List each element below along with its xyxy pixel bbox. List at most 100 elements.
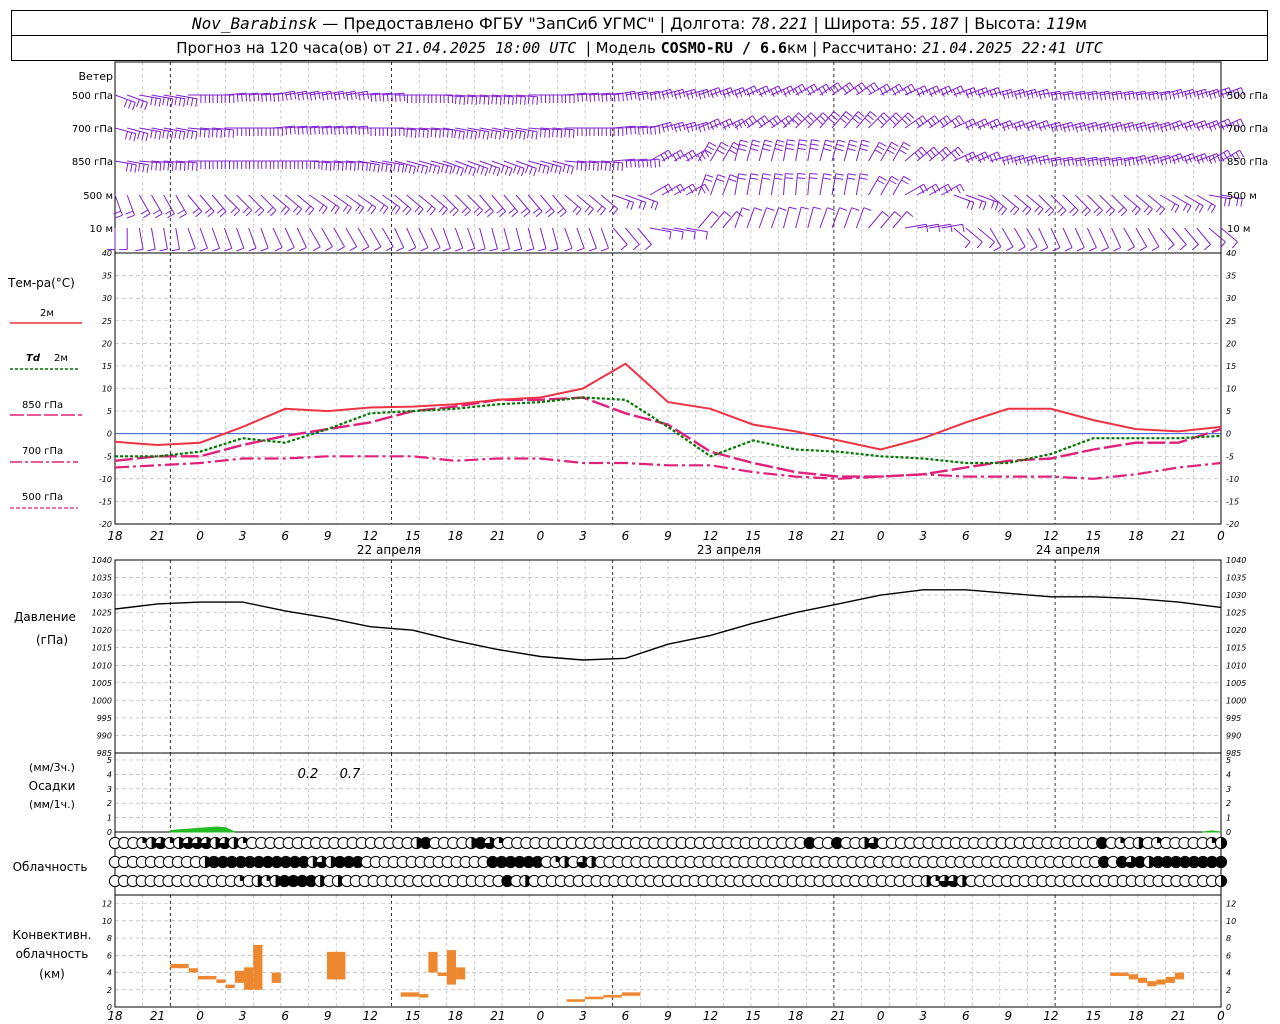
wind-barb-feather [393, 163, 396, 172]
wind-barb [1014, 88, 1036, 96]
x-tick-label-bottom: 0 [537, 1009, 545, 1023]
wind-barb-feather [468, 166, 472, 175]
wind-barb [321, 90, 343, 96]
wind-barb [868, 142, 880, 162]
wind-barb-feather [527, 96, 530, 105]
wind-barb-feather [997, 118, 1002, 127]
wind-barb-feather [1108, 209, 1116, 217]
wind-barb-feather [788, 115, 795, 123]
wind-barb [139, 127, 161, 133]
wind-barb-feather [957, 146, 964, 154]
wind-barb [771, 115, 790, 129]
wind-barb [807, 173, 811, 196]
wind-barb [1038, 121, 1060, 129]
wind-barb-feather [558, 166, 562, 175]
wind-barb-feather [762, 177, 771, 180]
wind-barb [272, 90, 295, 96]
panel-frame-conv [114, 894, 1222, 1008]
wind-barb [782, 139, 788, 162]
wind-barb-feather [914, 152, 921, 160]
wind-barb-feather [1184, 91, 1188, 100]
wind-barb-feather [632, 244, 640, 251]
wind-barb-feather [242, 206, 250, 214]
wind-barb-feather [458, 130, 461, 139]
wind-barb-feather [159, 248, 168, 252]
wind-barb-feather [133, 133, 137, 142]
conv-block [253, 944, 263, 990]
wind-barb-feather [717, 174, 726, 178]
wind-barb-feather [455, 247, 463, 252]
wind-barb [564, 227, 573, 249]
wind-barb-feather [461, 206, 468, 214]
wind-barb [309, 125, 332, 129]
wind-barb [843, 207, 853, 229]
wind-barb-feather [1115, 123, 1119, 132]
wind-barb-feather [1103, 91, 1107, 100]
wind-barb-feather [478, 130, 481, 139]
wind-barb-feather [945, 146, 952, 154]
cloud-fill [1116, 856, 1128, 868]
conv-tick-right: 8 [1226, 934, 1231, 943]
wind-barb-feather [1025, 208, 1032, 216]
wind-barb [989, 88, 1012, 96]
wind-barb-feather [1047, 209, 1055, 217]
wind-barb-feather [342, 204, 349, 212]
wind-barb-feather [1064, 247, 1073, 252]
wind-barb [370, 160, 392, 166]
wind-barb-feather [138, 163, 141, 172]
wind-barb-feather [880, 115, 887, 122]
wind-barb [686, 88, 708, 96]
wind-barb-feather [464, 209, 471, 217]
wind-barb-feather [401, 164, 405, 173]
wind-barb-feather [576, 162, 579, 171]
wind-barb [1135, 121, 1157, 129]
wind-barb [625, 158, 648, 162]
wind-barb-feather [535, 211, 543, 218]
wind-barb-feather [1143, 205, 1150, 213]
x-tick-label: 12 [363, 529, 378, 543]
wind-barb-feather [1195, 203, 1200, 211]
wind-barb [868, 176, 880, 196]
wind-barb [528, 160, 550, 168]
wind-barb-feather [968, 153, 974, 162]
wind-barb-feather [389, 164, 392, 173]
wind-barb-feather [203, 129, 206, 138]
conv-block [585, 996, 604, 1000]
x-tick-label: 21 [150, 529, 165, 543]
wind-barb-feather [474, 131, 478, 140]
wind-barb-feather [702, 123, 706, 132]
wind-barb-feather [511, 211, 519, 218]
wind-barb-feather [944, 87, 949, 96]
wind-barb-feather [638, 200, 643, 209]
wind-barb-feather [864, 117, 872, 124]
wind-barb-feather [807, 115, 814, 122]
wind-barb [467, 94, 490, 98]
wind-barb [1159, 194, 1180, 207]
wind-barb-feather [1067, 157, 1070, 166]
wind-barb-feather [666, 123, 669, 132]
wind-barb-feather [1059, 157, 1062, 166]
wind-barb-feather [926, 152, 933, 160]
wind-barb [175, 94, 198, 100]
wind-barb [139, 94, 161, 100]
wind-barb-feather [1087, 158, 1090, 167]
wind-barb [515, 160, 537, 169]
wind-barb-feather [1030, 246, 1038, 252]
wind-barb [114, 127, 137, 135]
wind-barb-feather [477, 248, 486, 252]
wind-barb [369, 227, 382, 247]
wind-barb-feather [1232, 122, 1237, 131]
x-tick-label: 18 [448, 529, 464, 543]
cloud-fill [1215, 856, 1227, 868]
wind-barb-feather [889, 179, 897, 185]
wind-barb-feather [1224, 120, 1229, 129]
x-tick-label-bottom: 21 [150, 1009, 165, 1023]
wind-barb-feather [964, 122, 970, 131]
wind-barb-feather [1135, 157, 1139, 166]
wind-barb [138, 194, 151, 214]
wind-barb-feather [1075, 158, 1078, 167]
wind-barb [163, 127, 185, 133]
wind-barb-feather [162, 130, 165, 139]
wind-barb-feather [678, 123, 682, 132]
cloud-fill [200, 837, 212, 849]
